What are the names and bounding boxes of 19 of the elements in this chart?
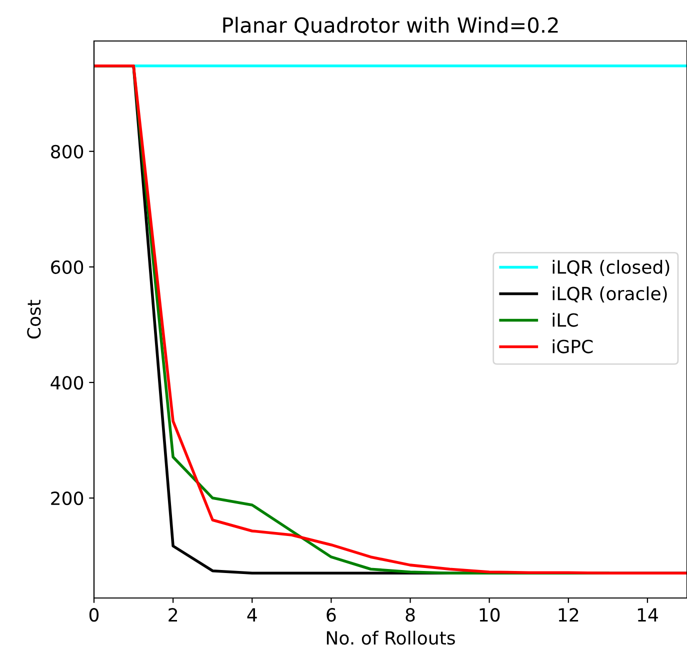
x-tick-label: 8 <box>406 608 415 622</box>
x-tick-label: 2 <box>168 608 177 622</box>
x-tick-label: 0 <box>89 608 99 622</box>
y-axis-title: Cost <box>27 300 41 339</box>
legend-label: iGPC <box>552 339 593 354</box>
chart-title: Planar Quadrotor with Wind=0.2 <box>223 16 558 36</box>
y-tick-label: 400 <box>50 376 84 390</box>
x-tick-label: 12 <box>558 608 578 622</box>
x-tick-label: 4 <box>247 608 257 622</box>
x-axis-title: No. of Rollouts <box>326 630 455 645</box>
legend-label: iLC <box>552 312 578 327</box>
y-tick-label: 600 <box>51 260 84 274</box>
y-tick-label: 800 <box>51 144 84 158</box>
legend-label: iLQR (closed) <box>552 260 670 276</box>
x-tick-label: 14 <box>638 608 658 622</box>
x-tick-label: 10 <box>480 608 500 622</box>
legend-label: iLQR (oracle) <box>552 286 667 302</box>
x-tick-label: 6 <box>326 608 336 622</box>
y-tick-label: 200 <box>51 492 84 506</box>
